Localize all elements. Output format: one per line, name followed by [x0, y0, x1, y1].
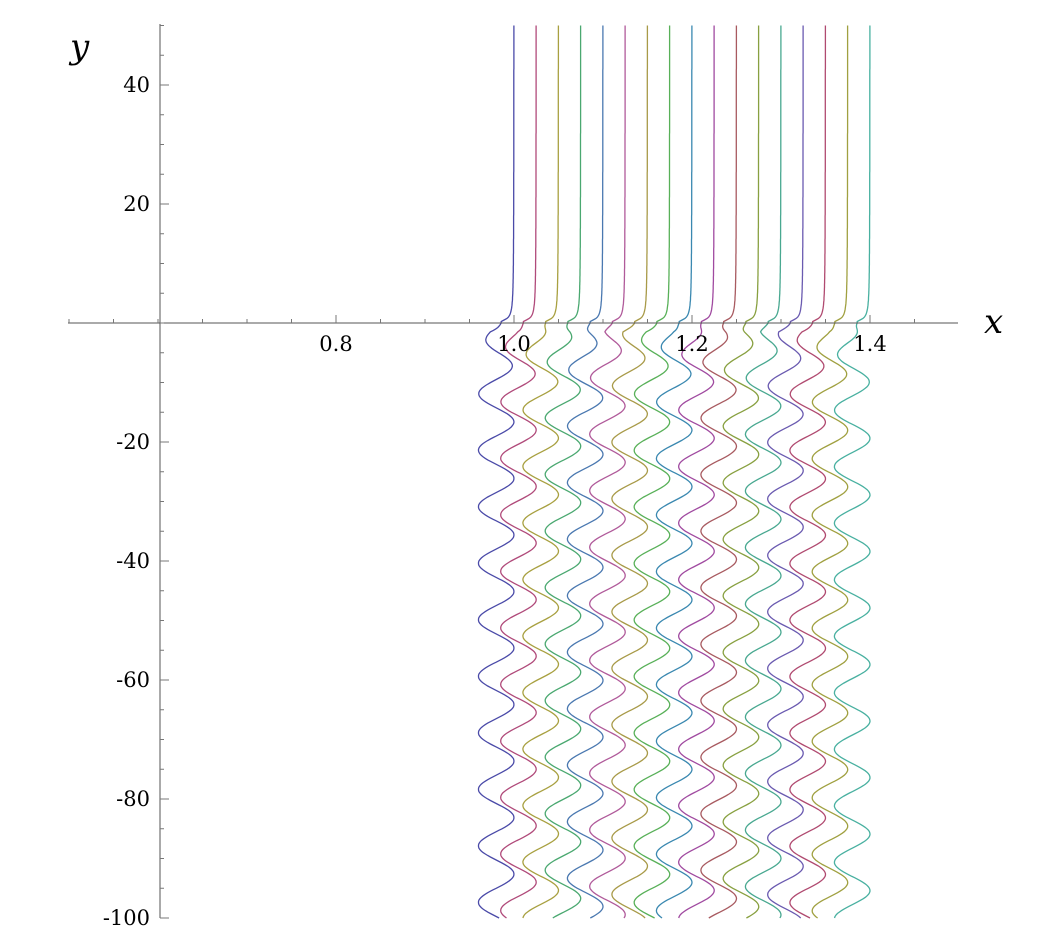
- series-curve-8: [633, 25, 671, 919]
- x-tick-label: 0.8: [319, 332, 352, 356]
- series-curve-10: [678, 25, 715, 919]
- series-curve-3: [522, 25, 560, 919]
- series-curve-2: [500, 25, 537, 919]
- series-curve-17: [833, 25, 871, 919]
- series-curve-12: [722, 25, 760, 919]
- y-tick-label: -100: [103, 906, 150, 930]
- series-curve-11: [700, 25, 738, 919]
- y-axis-title: y: [68, 27, 90, 67]
- series-curve-9: [655, 25, 693, 919]
- series-curve-1: [477, 25, 515, 919]
- axes: [68, 24, 958, 918]
- series-curve-16: [811, 25, 849, 919]
- x-tick-label: 1.0: [497, 332, 530, 356]
- series-curve-4: [544, 25, 582, 919]
- y-tick-label: 20: [123, 192, 150, 216]
- x-axis-title: x: [984, 302, 1003, 342]
- y-tick-label: -40: [116, 549, 150, 573]
- x-tick-label: 1.4: [853, 332, 886, 356]
- x-tick-label: 1.2: [675, 332, 708, 356]
- series-curve-15: [789, 25, 827, 919]
- y-tick-label: -80: [116, 787, 150, 811]
- curve-family: [477, 25, 871, 919]
- series-curve-14: [767, 25, 804, 919]
- y-tick-label: -60: [116, 668, 150, 692]
- series-curve-5: [566, 25, 604, 919]
- series-curve-6: [589, 25, 626, 919]
- y-tick-label: -20: [116, 430, 150, 454]
- series-curve-7: [611, 25, 649, 919]
- series-curve-13: [744, 25, 782, 919]
- y-tick-label: 40: [123, 73, 150, 97]
- ticks: 0.8 1.0 1.2 1.4 40 20 -20 -40 -60 -80 -100: [68, 25, 915, 930]
